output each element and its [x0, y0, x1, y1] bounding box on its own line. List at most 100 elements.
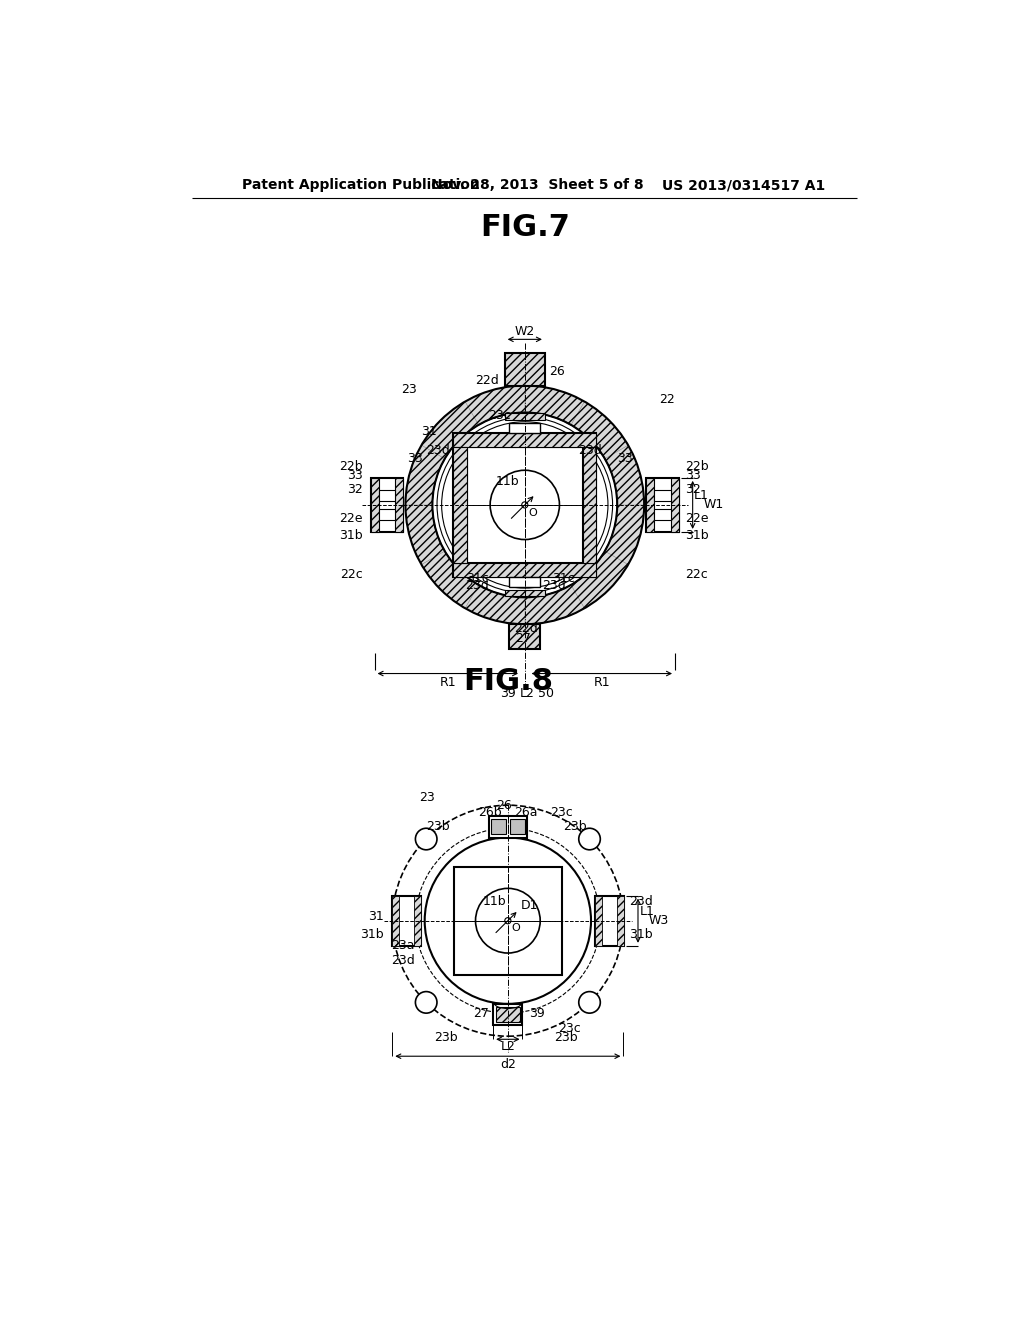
Circle shape — [521, 502, 528, 508]
Text: 22d: 22d — [475, 375, 499, 388]
Circle shape — [579, 828, 600, 850]
Text: 33: 33 — [685, 469, 700, 482]
Bar — [509, 624, 541, 649]
Bar — [454, 447, 467, 562]
Text: 23d: 23d — [426, 445, 450, 458]
Circle shape — [425, 838, 591, 1003]
Text: 26: 26 — [549, 366, 564, 379]
Text: L1: L1 — [694, 490, 709, 502]
Text: Patent Application Publication: Patent Application Publication — [243, 178, 480, 193]
Text: 31c: 31c — [466, 572, 488, 585]
Bar — [595, 896, 625, 945]
Bar — [671, 478, 679, 532]
Text: W2: W2 — [515, 325, 535, 338]
Text: 23b: 23b — [434, 1031, 458, 1044]
Text: 23d: 23d — [630, 895, 653, 908]
Wedge shape — [406, 385, 644, 624]
Bar — [505, 412, 545, 420]
Text: R1: R1 — [439, 676, 456, 689]
Bar — [496, 1007, 520, 1022]
Bar — [494, 1003, 522, 1026]
Text: 23c: 23c — [550, 807, 573, 820]
Circle shape — [579, 991, 600, 1014]
Text: L1: L1 — [640, 906, 654, 917]
Text: 31: 31 — [369, 911, 384, 924]
Text: 11b: 11b — [482, 895, 506, 908]
Text: 22c: 22c — [685, 568, 708, 581]
Bar — [654, 490, 671, 500]
Text: 31: 31 — [421, 425, 436, 438]
Bar — [454, 433, 596, 577]
Bar — [509, 422, 541, 433]
Text: 33: 33 — [347, 469, 364, 482]
Text: D1: D1 — [520, 899, 539, 912]
Bar — [454, 433, 596, 447]
Bar — [617, 896, 625, 945]
Bar — [395, 478, 403, 532]
Text: W1: W1 — [703, 499, 724, 511]
Bar — [646, 478, 679, 532]
Text: FIG.8: FIG.8 — [463, 668, 553, 697]
Bar — [505, 354, 545, 385]
Bar — [454, 562, 596, 577]
Bar — [467, 447, 583, 562]
Bar — [488, 816, 527, 838]
Text: 23c: 23c — [488, 409, 511, 422]
Text: W3: W3 — [649, 915, 669, 927]
Text: 31b: 31b — [685, 529, 709, 543]
Bar — [454, 867, 562, 974]
Text: d2: d2 — [500, 1059, 516, 1072]
Text: 23b: 23b — [563, 820, 587, 833]
Circle shape — [416, 991, 437, 1014]
Text: 27: 27 — [473, 1007, 489, 1019]
Bar — [510, 818, 525, 834]
Text: 50: 50 — [539, 686, 554, 700]
Bar — [490, 818, 506, 834]
Bar — [371, 478, 379, 532]
Bar — [509, 577, 541, 587]
Text: 26b: 26b — [478, 807, 502, 820]
Text: 23b: 23b — [426, 820, 451, 833]
Text: 23a: 23a — [391, 939, 415, 952]
Text: 39: 39 — [528, 1007, 545, 1019]
Text: US 2013/0314517 A1: US 2013/0314517 A1 — [662, 178, 825, 193]
Text: 26a: 26a — [514, 807, 538, 820]
Text: 22d: 22d — [514, 622, 539, 635]
Text: 39: 39 — [500, 686, 516, 700]
Circle shape — [505, 917, 511, 924]
Bar — [391, 896, 421, 945]
Bar — [505, 590, 545, 595]
Text: 31b: 31b — [360, 928, 384, 941]
Text: 27: 27 — [515, 631, 531, 644]
Text: 23: 23 — [419, 791, 435, 804]
Text: O: O — [528, 508, 537, 517]
Bar — [371, 478, 403, 532]
Bar — [583, 447, 596, 562]
Text: 11b: 11b — [496, 475, 519, 488]
Text: O: O — [511, 924, 520, 933]
Bar — [379, 490, 395, 500]
Text: 23b: 23b — [554, 1031, 578, 1044]
Text: 22b: 22b — [340, 459, 364, 473]
Text: 22b: 22b — [685, 459, 709, 473]
Text: 31b: 31b — [340, 529, 364, 543]
Text: 23d: 23d — [579, 445, 602, 458]
Text: 32: 32 — [685, 483, 700, 496]
Text: 22c: 22c — [340, 568, 364, 581]
Text: L2: L2 — [501, 1040, 515, 1053]
Bar — [646, 478, 654, 532]
Text: FIG.7: FIG.7 — [480, 214, 569, 242]
Text: 31c: 31c — [552, 572, 574, 585]
Circle shape — [416, 828, 437, 850]
Text: 23d: 23d — [391, 954, 415, 968]
Text: Nov. 28, 2013  Sheet 5 of 8: Nov. 28, 2013 Sheet 5 of 8 — [431, 178, 643, 193]
Text: 22e: 22e — [340, 512, 364, 525]
Bar — [379, 510, 395, 520]
Text: 32: 32 — [347, 483, 364, 496]
Text: 23c: 23c — [558, 1022, 581, 1035]
Text: 22e: 22e — [685, 512, 709, 525]
Text: 33: 33 — [407, 453, 423, 465]
Text: 23d: 23d — [542, 579, 566, 593]
Bar — [414, 896, 421, 945]
Bar — [654, 510, 671, 520]
